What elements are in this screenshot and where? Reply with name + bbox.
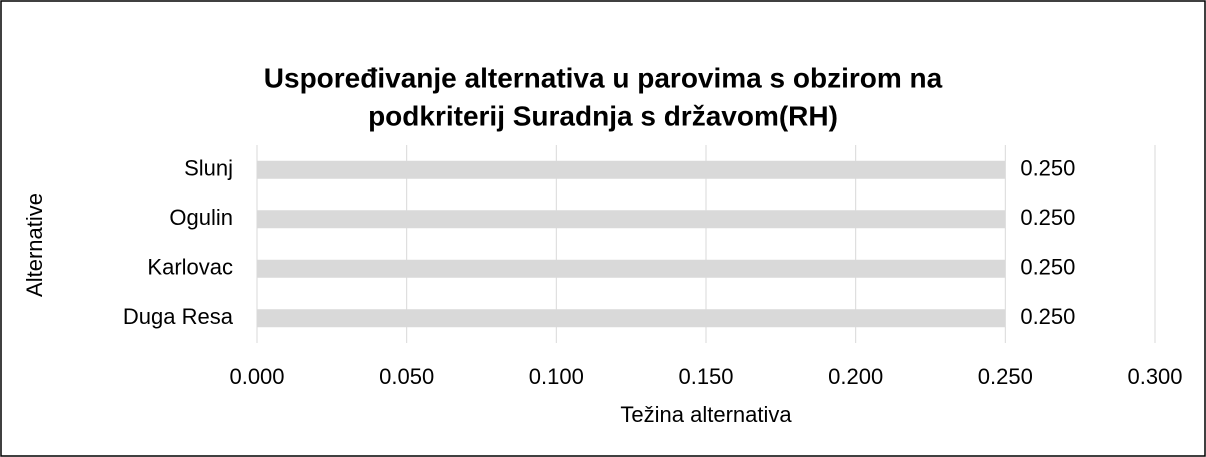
bar bbox=[257, 210, 1006, 229]
x-tick-label: 0.300 bbox=[1127, 364, 1182, 389]
value-label: 0.250 bbox=[1020, 205, 1075, 230]
chart-title: Uspoređivanje alternativa u parovima s o… bbox=[264, 62, 943, 93]
x-tick-label: 0.250 bbox=[978, 364, 1033, 389]
y-tick-label: Karlovac bbox=[147, 255, 233, 280]
bar bbox=[257, 309, 1006, 328]
chart-title: podkriterij Suradnja s državom(RH) bbox=[368, 100, 838, 131]
value-label: 0.250 bbox=[1020, 156, 1075, 181]
x-tick-label: 0.150 bbox=[678, 364, 733, 389]
y-tick-label: Duga Resa bbox=[123, 304, 234, 329]
x-tick-label: 0.050 bbox=[379, 364, 434, 389]
bar bbox=[257, 259, 1006, 278]
x-tick-label: 0.200 bbox=[828, 364, 883, 389]
x-tick-label: 0.100 bbox=[529, 364, 584, 389]
x-tick-label: 0.000 bbox=[229, 364, 284, 389]
value-label: 0.250 bbox=[1020, 255, 1075, 280]
y-tick-label: Slunj bbox=[184, 156, 233, 181]
y-tick-label: Ogulin bbox=[169, 205, 233, 230]
value-label: 0.250 bbox=[1020, 304, 1075, 329]
bar bbox=[257, 160, 1006, 179]
x-axis-title: Težina alternativa bbox=[620, 402, 792, 427]
y-axis-title: Alternative bbox=[22, 193, 47, 297]
